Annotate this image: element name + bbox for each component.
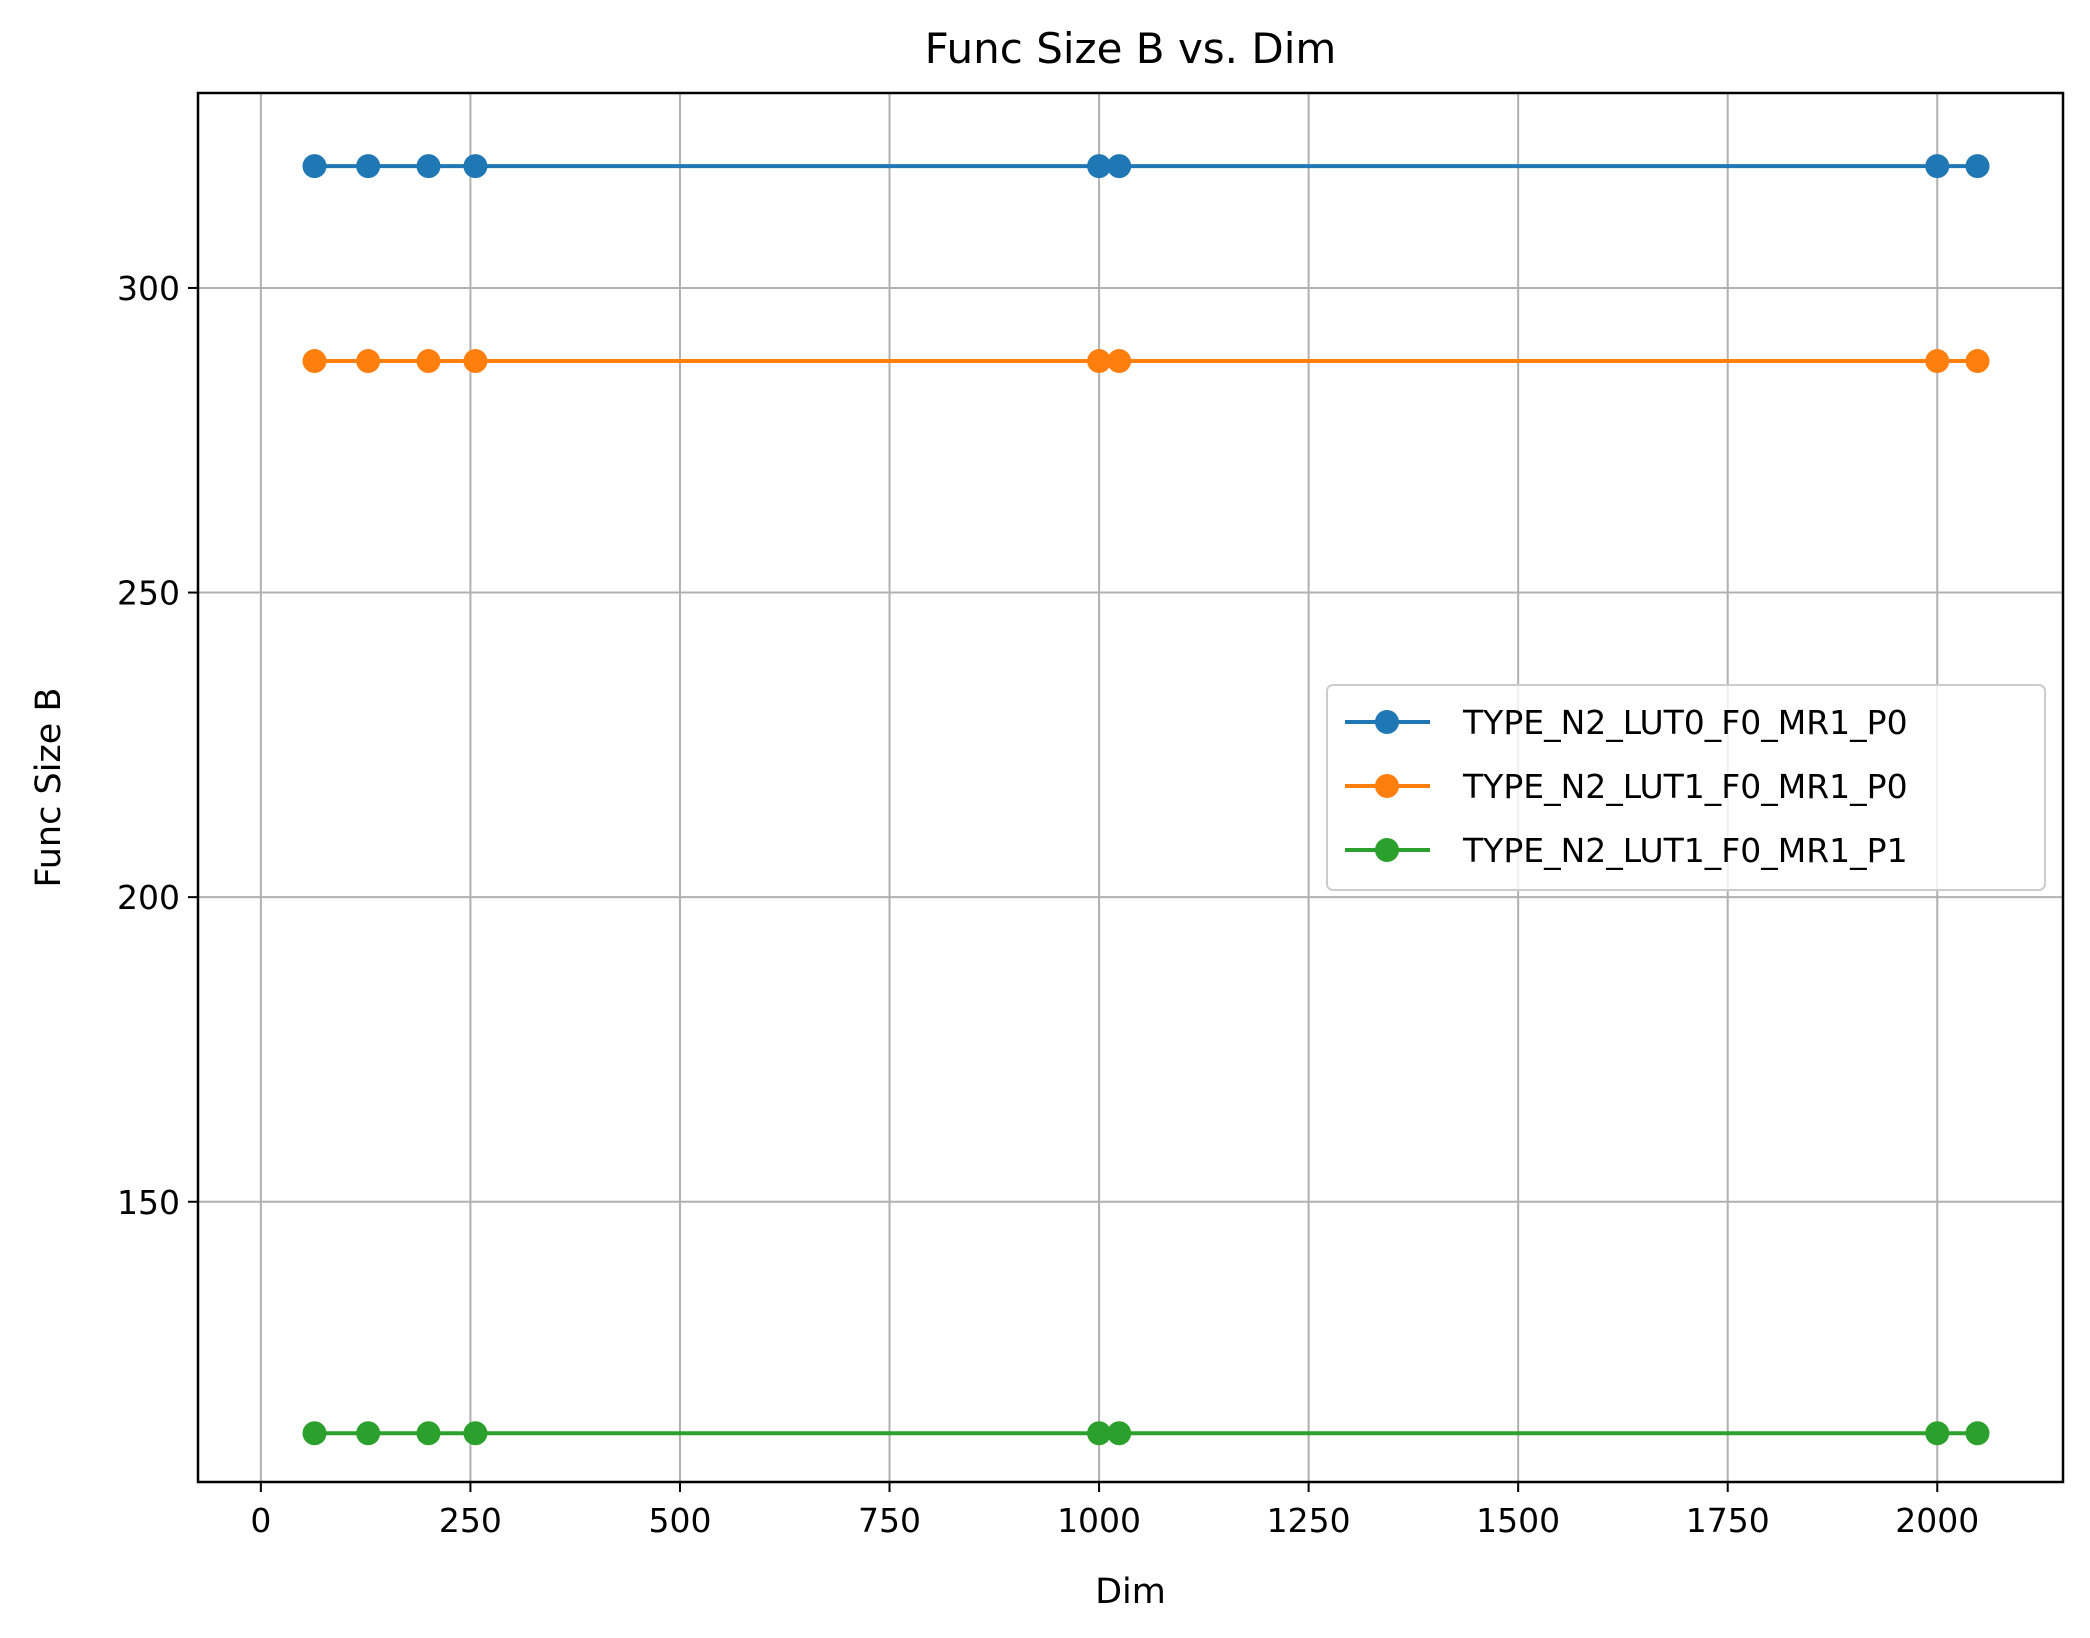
legend-item: TYPE_N2_LUT1_F0_MR1_P1	[1345, 831, 1908, 870]
data-point	[1087, 154, 1112, 179]
data-point	[1925, 154, 1950, 179]
grid	[198, 93, 2063, 1482]
x-tick-label: 1750	[1686, 1501, 1770, 1540]
data-point	[302, 1421, 327, 1446]
data-point	[1965, 349, 1990, 374]
data-point	[1087, 1421, 1112, 1446]
y-tick-label: 250	[117, 574, 180, 613]
x-tick-label: 500	[648, 1501, 711, 1540]
legend-box	[1326, 684, 2046, 891]
data-point	[463, 154, 488, 179]
x-tick-label: 250	[439, 1501, 502, 1540]
legend-item: TYPE_N2_LUT1_F0_MR1_P0	[1345, 767, 1908, 806]
legend-label: TYPE_N2_LUT0_F0_MR1_P0	[1462, 703, 1908, 742]
legend-label: TYPE_N2_LUT1_F0_MR1_P0	[1462, 767, 1908, 806]
data-point	[356, 349, 381, 374]
data-point	[302, 154, 327, 179]
data-point	[356, 1421, 381, 1446]
data-point	[356, 154, 381, 179]
x-tick-label: 2000	[1895, 1501, 1979, 1540]
x-tick-label: 0	[250, 1501, 271, 1540]
series-layer	[302, 154, 1990, 1446]
legend-marker	[1375, 710, 1399, 734]
plot-frame	[196, 91, 2065, 1484]
legend-marker	[1375, 838, 1399, 862]
data-point	[1925, 1421, 1950, 1446]
data-point	[416, 1421, 441, 1446]
data-point	[1965, 1421, 1990, 1446]
x-tick-label: 1250	[1267, 1501, 1351, 1540]
data-point	[416, 349, 441, 374]
y-tick-label: 150	[117, 1183, 180, 1222]
legend-label: TYPE_N2_LUT1_F0_MR1_P1	[1462, 831, 1908, 870]
data-point	[1965, 154, 1990, 179]
data-point	[1107, 1421, 1132, 1446]
x-axis-label: Dim	[1095, 1572, 1166, 1612]
legend-marker	[1375, 774, 1399, 798]
x-tick-label: 750	[858, 1501, 921, 1540]
series-2	[302, 349, 1990, 374]
data-point	[1925, 349, 1950, 374]
y-tick-label: 200	[117, 878, 180, 917]
y-axis-label: Func Size B	[29, 688, 69, 888]
data-point	[1087, 349, 1112, 374]
legend-item: TYPE_N2_LUT0_F0_MR1_P0	[1345, 703, 1908, 742]
chart-title: Func Size B vs. Dim	[925, 24, 1337, 73]
data-point	[463, 349, 488, 374]
legend: TYPE_N2_LUT0_F0_MR1_P0 TYPE_N2_LUT1_F0_MR…	[1326, 684, 2046, 891]
x-tick-label: 1500	[1476, 1501, 1560, 1540]
ticks: 0 250 500 750 1000 1250 1500 1750 2000 150 200 250 3…	[117, 269, 1979, 1540]
series-1	[302, 154, 1990, 179]
data-point	[302, 349, 327, 374]
data-point	[1107, 349, 1132, 374]
data-point	[463, 1421, 488, 1446]
data-point	[416, 154, 441, 179]
data-point	[1107, 154, 1132, 179]
x-tick-label: 1000	[1057, 1501, 1141, 1540]
series-3	[302, 1421, 1990, 1446]
y-tick-label: 300	[117, 269, 180, 308]
